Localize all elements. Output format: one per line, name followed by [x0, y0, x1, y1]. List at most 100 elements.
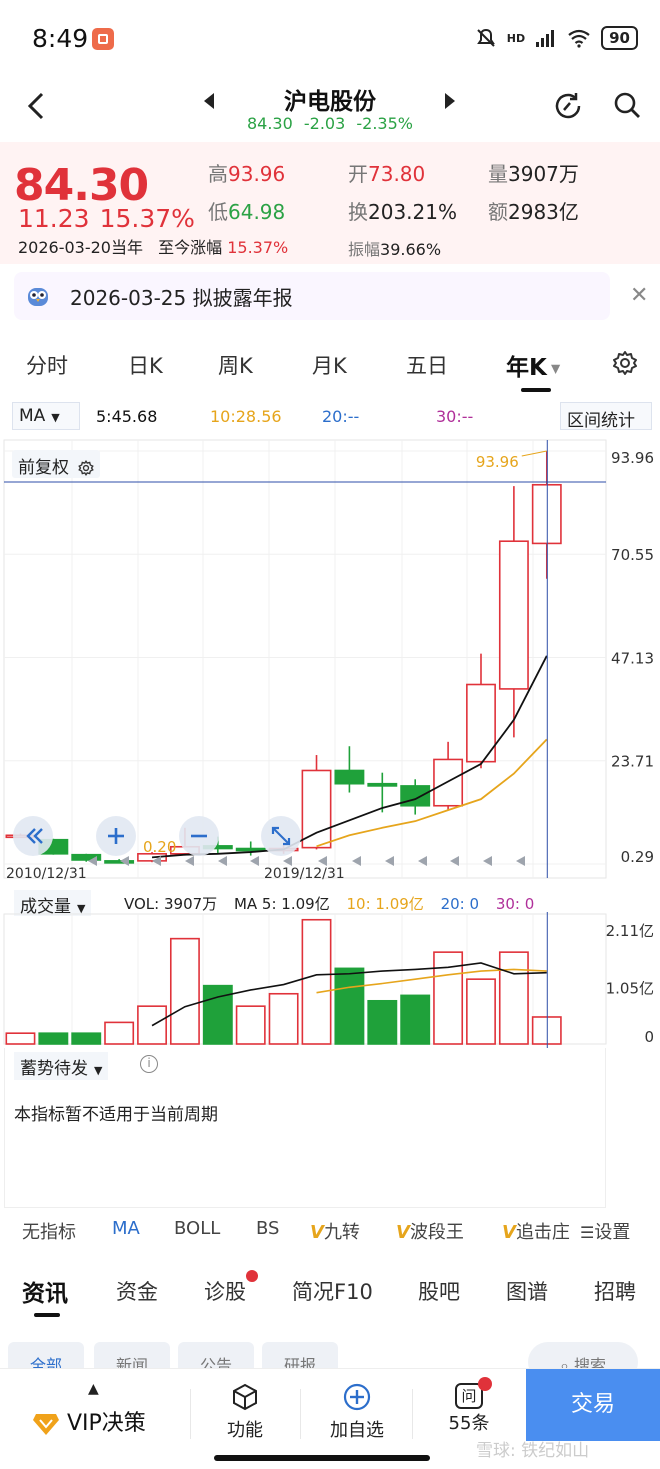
- ind-tab-ma[interactable]: MA: [112, 1218, 140, 1239]
- chart-settings-gear-icon[interactable]: [612, 350, 638, 380]
- notification-app-icon: [92, 28, 114, 50]
- volume-bar: [334, 967, 365, 1045]
- prev-stock-icon[interactable]: [202, 92, 216, 115]
- tab-diagnosis[interactable]: 诊股: [204, 1280, 246, 1304]
- y-tick-label: 70.55: [611, 546, 654, 564]
- ma5-value: 5:45.68: [96, 407, 158, 426]
- info-icon[interactable]: i: [140, 1055, 158, 1073]
- ind-tab-jiuzhuan[interactable]: V九转: [310, 1218, 360, 1244]
- status-time: 8:49: [32, 24, 89, 53]
- vol-value: VOL: 3907万: [124, 895, 218, 913]
- ind-tab-bs[interactable]: BS: [256, 1218, 280, 1239]
- signal-icon: [536, 30, 555, 47]
- ma30-value: 30:--: [436, 407, 474, 426]
- tab-underline: [521, 388, 551, 392]
- tab-forum[interactable]: 股吧: [418, 1280, 460, 1304]
- volume-ma10-line: [316, 968, 547, 994]
- volume-ma5-line: [151, 962, 547, 1027]
- subtab-announcements[interactable]: 公告: [178, 1342, 254, 1370]
- candle-body: [466, 683, 496, 763]
- ind-tab-settings[interactable]: ☰设置: [578, 1218, 631, 1244]
- announcement-banner[interactable]: 2026-03-25 拟披露年报: [14, 272, 610, 320]
- next-stock-icon[interactable]: [443, 92, 457, 115]
- chevron-up-icon[interactable]: ▲: [88, 1381, 99, 1397]
- volume-bar: [5, 1032, 36, 1045]
- vip-v-icon: V: [310, 1222, 324, 1243]
- mute-bell-icon: [476, 28, 495, 47]
- home-indicator[interactable]: [214, 1455, 430, 1461]
- volume-bar: [104, 1021, 135, 1045]
- volume-label: 量: [488, 162, 508, 186]
- ind-tab-boduanwang[interactable]: V波段王: [396, 1218, 464, 1244]
- kline-chart[interactable]: 93.96 70.55 47.13 23.71 0.29 93.96 0.20 2010/12…: [0, 434, 660, 886]
- ind-tab-boll[interactable]: BOLL: [174, 1218, 221, 1239]
- tab-weekly-k[interactable]: 周K: [218, 354, 253, 378]
- add-watchlist-button[interactable]: 加自选: [302, 1383, 412, 1442]
- ma-select[interactable]: MA ▼: [12, 402, 80, 430]
- change-value: 11.23: [18, 204, 90, 233]
- high-label: 高: [208, 162, 228, 186]
- scroll-marker: [185, 856, 194, 866]
- scroll-marker: [516, 856, 525, 866]
- tab-intraday[interactable]: 分时: [26, 354, 68, 378]
- tab-news-info[interactable]: 资讯: [22, 1281, 68, 1307]
- adjust-select[interactable]: 前复权: [12, 450, 101, 478]
- range-stat-button[interactable]: 区间统计: [560, 402, 652, 431]
- volume-tick-label: 1.05亿: [606, 979, 654, 997]
- trade-button[interactable]: 交易: [526, 1369, 660, 1441]
- scroll-left-button: [13, 816, 53, 856]
- quote-panel: 84.30 11.23 15.37% 2026-03-20当年 至今涨幅 15.3…: [0, 142, 660, 264]
- double-left-icon: [33, 828, 43, 844]
- since-label: 至今涨幅: [158, 238, 223, 257]
- ind-tab-zhuiji[interactable]: V追击庄: [502, 1218, 572, 1244]
- tab-monthly-k[interactable]: 月K: [312, 354, 347, 378]
- volume-bar: [400, 994, 431, 1045]
- close-icon[interactable]: ✕: [630, 283, 649, 308]
- tab-funds[interactable]: 资金: [116, 1280, 158, 1304]
- ask-button[interactable]: 问 55条: [414, 1383, 524, 1435]
- tab-f10[interactable]: 简况F10: [292, 1280, 373, 1304]
- volume-chart[interactable]: 2.11亿 1.05亿 0: [0, 912, 660, 1048]
- tab-yearly-k[interactable]: 年K ▼: [506, 348, 560, 382]
- plus-circle-icon: [343, 1383, 371, 1411]
- ind-tab-none[interactable]: 无指标: [22, 1222, 76, 1243]
- function-button[interactable]: 功能: [190, 1383, 300, 1442]
- vip-decision-button[interactable]: VIP决策: [32, 1405, 146, 1437]
- back-arrow-icon[interactable]: [26, 90, 46, 130]
- sub-tabs: 全部 新闻 公告 研报 ⌕ 搜索: [8, 1342, 658, 1370]
- scroll-marker: [218, 856, 227, 866]
- notification-dot: [478, 1377, 492, 1391]
- volume-select-label: 成交量: [20, 897, 71, 917]
- since-value: 15.37%: [227, 238, 289, 257]
- indicator-select-label: 蓄势待发: [20, 1059, 88, 1079]
- scroll-marker: [450, 856, 459, 866]
- announcement-text: 2026-03-25 拟披露年报: [70, 286, 293, 310]
- tab-graph[interactable]: 图谱: [506, 1280, 548, 1304]
- tab-recruit[interactable]: 招聘: [594, 1280, 636, 1304]
- tab-five-day[interactable]: 五日: [406, 354, 448, 378]
- tab-yearly-k-label: 年K: [506, 355, 547, 381]
- date-line: 2026-03-20当年 至今涨幅 15.37%: [18, 234, 288, 258]
- chevron-down-icon: ▼: [51, 411, 60, 424]
- ind-tab-boduanwang-label: 波段王: [409, 1222, 464, 1243]
- search-icon[interactable]: [612, 90, 642, 124]
- subtab-all[interactable]: 全部: [8, 1342, 84, 1370]
- subtab-search[interactable]: ⌕ 搜索: [528, 1342, 638, 1370]
- x-axis-label: 2010/12/31: [6, 866, 87, 882]
- low-label: 低: [208, 200, 228, 224]
- indicator-select[interactable]: 蓄势待发 ▼: [14, 1052, 109, 1080]
- expand-icon: [272, 827, 290, 845]
- refresh-icon[interactable]: [552, 90, 584, 126]
- sub-price: 84.30: [246, 114, 293, 133]
- volume-select[interactable]: 成交量 ▼: [14, 890, 92, 917]
- divider: [190, 1389, 191, 1439]
- scroll-marker: [352, 856, 361, 866]
- search-icon: ⌕: [559, 1356, 575, 1370]
- low-value: 64.98: [228, 200, 286, 224]
- subtab-reports[interactable]: 研报: [262, 1342, 338, 1370]
- vol-ma10: 10: 1.09亿: [346, 895, 424, 913]
- ind-tab-settings-label: 设置: [594, 1222, 631, 1243]
- tab-daily-k[interactable]: 日K: [128, 354, 163, 378]
- volume-legend: VOL: 3907万 MA 5: 1.09亿 10: 1.09亿 20: 0 3…: [124, 893, 546, 914]
- subtab-news[interactable]: 新闻: [94, 1342, 170, 1370]
